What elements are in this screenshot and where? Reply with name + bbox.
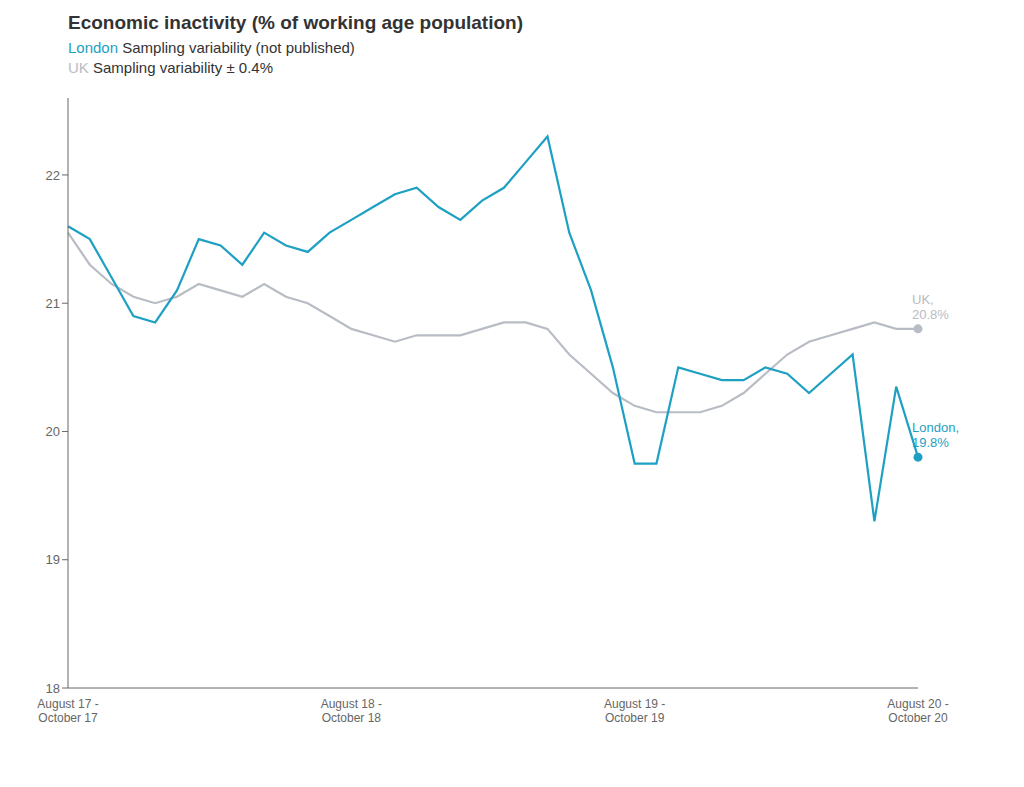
svg-text:August 18 -October 18: August 18 -October 18 — [321, 697, 382, 725]
svg-text:19: 19 — [46, 552, 60, 567]
svg-text:18: 18 — [46, 681, 60, 696]
html-text:London Sampling variability (n: London Sampling variability (not publish… — [68, 39, 355, 56]
svg-text:22: 22 — [46, 168, 60, 183]
svg-text:21: 21 — [46, 296, 60, 311]
html-text:UK Sampling variability ± 0.4%: UK Sampling variability ± 0.4% — [68, 59, 273, 76]
html-text:Economic inactivity (% of work: Economic inactivity (% of working age po… — [68, 12, 523, 33]
svg-text:UK,20.8%: UK,20.8% — [912, 292, 949, 322]
svg-text:August 20 -October 20: August 20 -October 20 — [887, 697, 948, 725]
svg-text:20: 20 — [46, 424, 60, 439]
svg-text:August 17 -October 17: August 17 -October 17 — [37, 697, 98, 725]
svg-text:London,19.8%: London,19.8% — [912, 420, 959, 450]
svg-text:August 19 -October 19: August 19 -October 19 — [604, 697, 665, 725]
